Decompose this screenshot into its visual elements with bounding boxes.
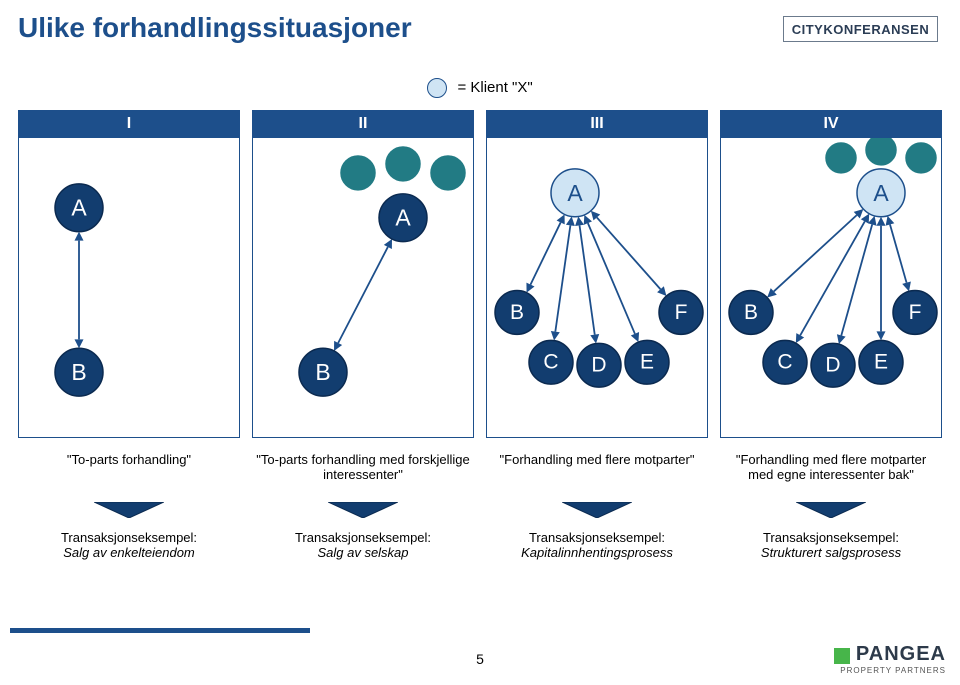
panel-diagram: A B C D E F [721,138,941,437]
diagram-node [866,138,896,165]
legend-dot [427,78,447,98]
diagram-node-label: B [71,359,86,385]
examples-row: Transaksjonseksempel:Salg av enkelteiend… [18,530,942,560]
flow-triangle [18,502,240,518]
panel: III A B C D E F [486,110,708,438]
diagram-node-label: A [567,180,583,206]
triangle-down-icon [562,502,632,518]
diagram-node-label: E [640,351,654,374]
panel-label: "Forhandling med flere motparter med egn… [720,452,942,482]
panel-header: II [252,110,474,138]
example-label: Transaksjonseksempel:Kapitalinnhentingsp… [486,530,708,560]
flow-triangle [486,502,708,518]
panel-diagram: A B C D E F [487,138,707,437]
panel: IIAB [252,110,474,438]
footer-accent-bar [10,628,310,633]
panel-body: AB [18,138,240,438]
diagram-node-label: A [71,195,87,221]
diagram-node [386,147,420,181]
example-line2: Salg av selskap [256,545,470,560]
example-line1: Transaksjonseksempel: [22,530,236,545]
panel-label: "Forhandling med flere motparter" [486,452,708,482]
diagram-node-label: B [510,301,524,324]
panel-header: III [486,110,708,138]
panel-body: A B C D E F [486,138,708,438]
legend: = Klient "X" [0,78,960,98]
example-line2: Kapitalinnhentingsprosess [490,545,704,560]
diagram-node-label: C [543,351,558,374]
example-line1: Transaksjonseksempel: [490,530,704,545]
example-label: Transaksjonseksempel:Strukturert salgspr… [720,530,942,560]
panel-header: IV [720,110,942,138]
triangle-down-icon [796,502,866,518]
diagram-node-label: A [873,180,889,206]
pangea-square-icon [834,648,850,664]
diagram-node-label: D [825,354,840,377]
example-label: Transaksjonseksempel:Salg av selskap [252,530,474,560]
diagram-node-label: C [777,351,792,374]
legend-text: = Klient "X" [457,79,532,96]
panel-label: "To-parts forhandling med forskjellige i… [252,452,474,482]
panel-body: A B C D E F [720,138,942,438]
logo-bottom-brand: PANGEA [856,643,946,665]
triangle-down-icon [94,502,164,518]
logo-top: CITYKONFERANSEN [783,16,938,42]
triangles-row [18,502,942,518]
diagram-node-label: B [744,301,758,324]
panel-diagram: AB [19,138,239,437]
panels-row: IABIIABIIIABCDEFIVABCDEF [18,110,942,438]
diagram-node-label: E [874,351,888,374]
example-label: Transaksjonseksempel:Salg av enkelteiend… [18,530,240,560]
example-line1: Transaksjonseksempel: [256,530,470,545]
triangle-down-icon [328,502,398,518]
panel: IAB [18,110,240,438]
panel-header: I [18,110,240,138]
logo-bottom-tagline: PROPERTY PARTNERS [834,666,946,675]
diagram-node [906,143,936,173]
panel-diagram: AB [253,138,473,437]
diagram-node-label: F [909,301,922,324]
diagram-node-label: B [315,359,330,385]
example-line2: Strukturert salgsprosess [724,545,938,560]
slide-title: Ulike forhandlingssituasjoner [18,12,412,44]
diagram-node-label: D [591,354,606,377]
flow-triangle [252,502,474,518]
diagram-node [341,156,375,190]
diagram-node-label: A [395,205,411,231]
flow-triangle [720,502,942,518]
logo-bottom: PANGEA PROPERTY PARTNERS [834,643,946,675]
diagram-node [826,143,856,173]
diagram-node [431,156,465,190]
page-number: 5 [0,651,960,667]
diagram-node-label: F [675,301,688,324]
panel-label: "To-parts forhandling" [18,452,240,482]
example-line2: Salg av enkelteiendom [22,545,236,560]
panel-body: AB [252,138,474,438]
panel: IV A B C D E F [720,110,942,438]
example-line1: Transaksjonseksempel: [724,530,938,545]
labels-row: "To-parts forhandling" "To-parts forhandl… [18,452,942,482]
logo-top-text: CITYKONFERANSEN [792,22,930,37]
